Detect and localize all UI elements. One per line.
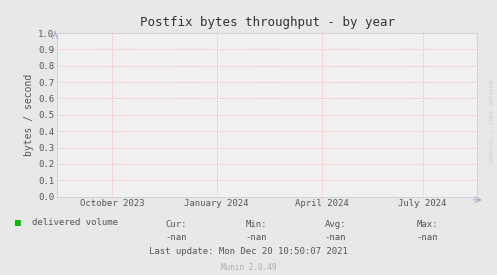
Text: Munin 2.0.49: Munin 2.0.49 (221, 263, 276, 272)
Text: RRDTOOL / TOBI OETIKER: RRDTOOL / TOBI OETIKER (490, 80, 495, 162)
Text: Avg:: Avg: (325, 220, 346, 229)
Text: delivered volume: delivered volume (32, 218, 118, 227)
Text: -nan: -nan (325, 233, 346, 242)
Text: ■: ■ (15, 218, 21, 228)
Text: Cur:: Cur: (166, 220, 187, 229)
Text: -nan: -nan (416, 233, 438, 242)
Text: -nan: -nan (166, 233, 187, 242)
Text: Min:: Min: (245, 220, 267, 229)
Title: Postfix bytes throughput - by year: Postfix bytes throughput - by year (140, 16, 395, 29)
Text: Max:: Max: (416, 220, 438, 229)
Y-axis label: bytes / second: bytes / second (24, 74, 34, 156)
Text: -nan: -nan (245, 233, 267, 242)
Text: Last update: Mon Dec 20 10:50:07 2021: Last update: Mon Dec 20 10:50:07 2021 (149, 247, 348, 256)
